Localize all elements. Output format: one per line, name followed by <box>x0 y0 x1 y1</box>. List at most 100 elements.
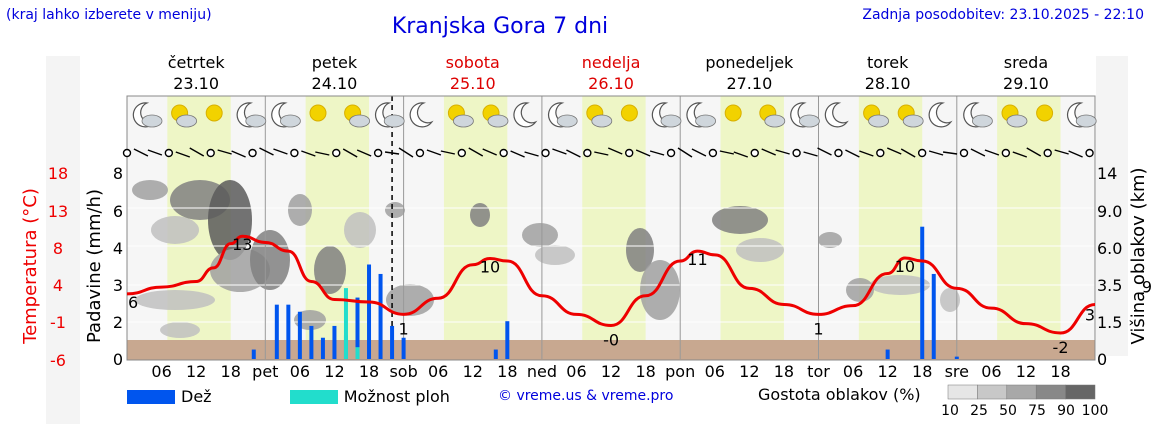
precipitation-tick: 3 <box>113 276 123 295</box>
rain-bar <box>309 325 314 359</box>
rain-bar <box>297 311 302 359</box>
temperature-tick: 18 <box>48 164 68 183</box>
cloud-cell <box>386 284 434 316</box>
legend-shower-swatch <box>289 389 338 404</box>
rain-bar <box>493 349 498 359</box>
wind-arrow-icon <box>970 148 986 157</box>
cloud-icon <box>487 114 509 128</box>
cloud-icon <box>176 114 198 128</box>
rain-bar <box>320 337 325 359</box>
moon-icon <box>824 102 849 128</box>
cloud-icon <box>383 114 405 128</box>
day-name: četrtek <box>168 53 226 72</box>
rain-bar <box>885 349 890 359</box>
temperature-label: 11 <box>687 250 707 269</box>
cloud-icon <box>972 114 993 128</box>
wind-arrow-icon <box>566 149 581 158</box>
wind-arrow-icon <box>886 147 902 155</box>
wind-calm-icon <box>708 148 718 158</box>
rain-bar <box>367 264 372 359</box>
day-abbr-label: pon <box>665 362 695 381</box>
wind-calm-icon <box>122 148 132 158</box>
wind-arrow-icon <box>942 151 958 155</box>
hour-tick-label: 12 <box>601 362 621 381</box>
hour-tick-label: 12 <box>739 362 759 381</box>
temperature-label: 1 <box>399 319 409 338</box>
wind-arrow-icon <box>1054 149 1069 155</box>
cloud-cell <box>626 228 654 272</box>
wind-arrow-icon <box>775 149 790 155</box>
cloud-cell <box>135 290 215 310</box>
wind-calm-icon <box>876 148 885 158</box>
temperature-label: -2 <box>1053 338 1069 357</box>
wind-arrow-icon <box>677 147 693 158</box>
hour-tick-label: 18 <box>221 362 241 381</box>
cloud-cell <box>535 245 575 265</box>
wind-arrow-icon <box>468 147 484 157</box>
cloud-cell <box>640 260 680 320</box>
sun-icon <box>1036 104 1054 122</box>
wind-arrow-icon <box>398 147 414 158</box>
wind-calm-icon <box>625 148 634 158</box>
temperature-label: 13 <box>232 235 252 254</box>
temperature-label: 10 <box>480 258 500 277</box>
left-axis-strip <box>46 56 80 424</box>
right-axis-strip <box>1096 56 1128 356</box>
credit-link[interactable]: © vreme.us & vreme.pro <box>498 388 674 404</box>
day-abbr-label: tor <box>807 362 830 381</box>
cloud-density-title: Gostota oblakov (%) <box>758 385 921 404</box>
cloud-cell <box>712 206 768 234</box>
rain-bar <box>355 297 360 359</box>
wind-calm-icon <box>792 148 801 158</box>
wind-calm-icon <box>206 148 215 158</box>
wind-arrow-icon <box>217 149 232 155</box>
legend-shower-label: Možnost ploh <box>343 387 450 406</box>
density-tick: 90 <box>1057 403 1075 419</box>
hour-tick-label: 06 <box>290 362 310 381</box>
wind-arrow-icon <box>719 150 734 155</box>
day-date: 26.10 <box>588 74 634 93</box>
density-tick: 10 <box>941 403 959 419</box>
density-scale-cell <box>947 384 978 400</box>
cloud-height-tick: 6.0 <box>1097 239 1122 258</box>
density-scale-cell <box>1035 384 1066 400</box>
wind-arrow-icon <box>900 148 916 158</box>
sun-icon <box>309 104 327 122</box>
wind-arrow-icon <box>426 149 442 156</box>
temperature-label: 1 <box>813 319 823 338</box>
cloud-icon <box>695 114 716 128</box>
wind-calm-icon <box>750 148 759 158</box>
wind-arrow-icon <box>440 150 455 155</box>
wind-arrow-icon <box>691 148 707 157</box>
hour-tick-label: 12 <box>186 362 206 381</box>
day-name: torek <box>867 53 909 72</box>
day-name: petek <box>312 53 358 72</box>
hour-tick-label: 18 <box>774 362 794 381</box>
cloud-cell <box>250 230 290 290</box>
wind-arrow-icon <box>552 148 567 155</box>
hour-tick-label: 18 <box>497 362 517 381</box>
temperature-label: 10 <box>895 257 915 276</box>
cloud-cell <box>160 322 200 338</box>
day-date: 28.10 <box>865 74 911 93</box>
density-tick: 100 <box>1082 403 1109 419</box>
wind-arrow-icon <box>817 147 832 156</box>
hour-tick-label: 06 <box>705 362 725 381</box>
sun-icon <box>724 104 742 122</box>
day-name: ponedeljek <box>705 53 794 72</box>
wind-arrow-icon <box>845 149 860 158</box>
temperature-tick: -6 <box>50 351 66 370</box>
day-date: 29.10 <box>1003 74 1049 93</box>
wind-arrow-icon <box>315 151 330 156</box>
wind-arrow-icon <box>273 148 288 155</box>
precipitation-tick: 4 <box>113 239 123 258</box>
location-menu-hint[interactable]: (kraj lahko izberete v meniju) <box>6 7 212 23</box>
last-update-text: Zadnja posodobitev: 23.10.2025 - 22:10 <box>862 7 1144 23</box>
wind-arrow-icon <box>384 151 400 155</box>
wind-calm-icon <box>248 148 257 158</box>
temperature-tick: 13 <box>48 202 68 221</box>
cloud-height-axis-label: Višina oblakov (km) <box>1128 167 1149 344</box>
day-date: 23.10 <box>173 74 219 93</box>
cloud-height-tick: 3.5 <box>1097 276 1122 295</box>
